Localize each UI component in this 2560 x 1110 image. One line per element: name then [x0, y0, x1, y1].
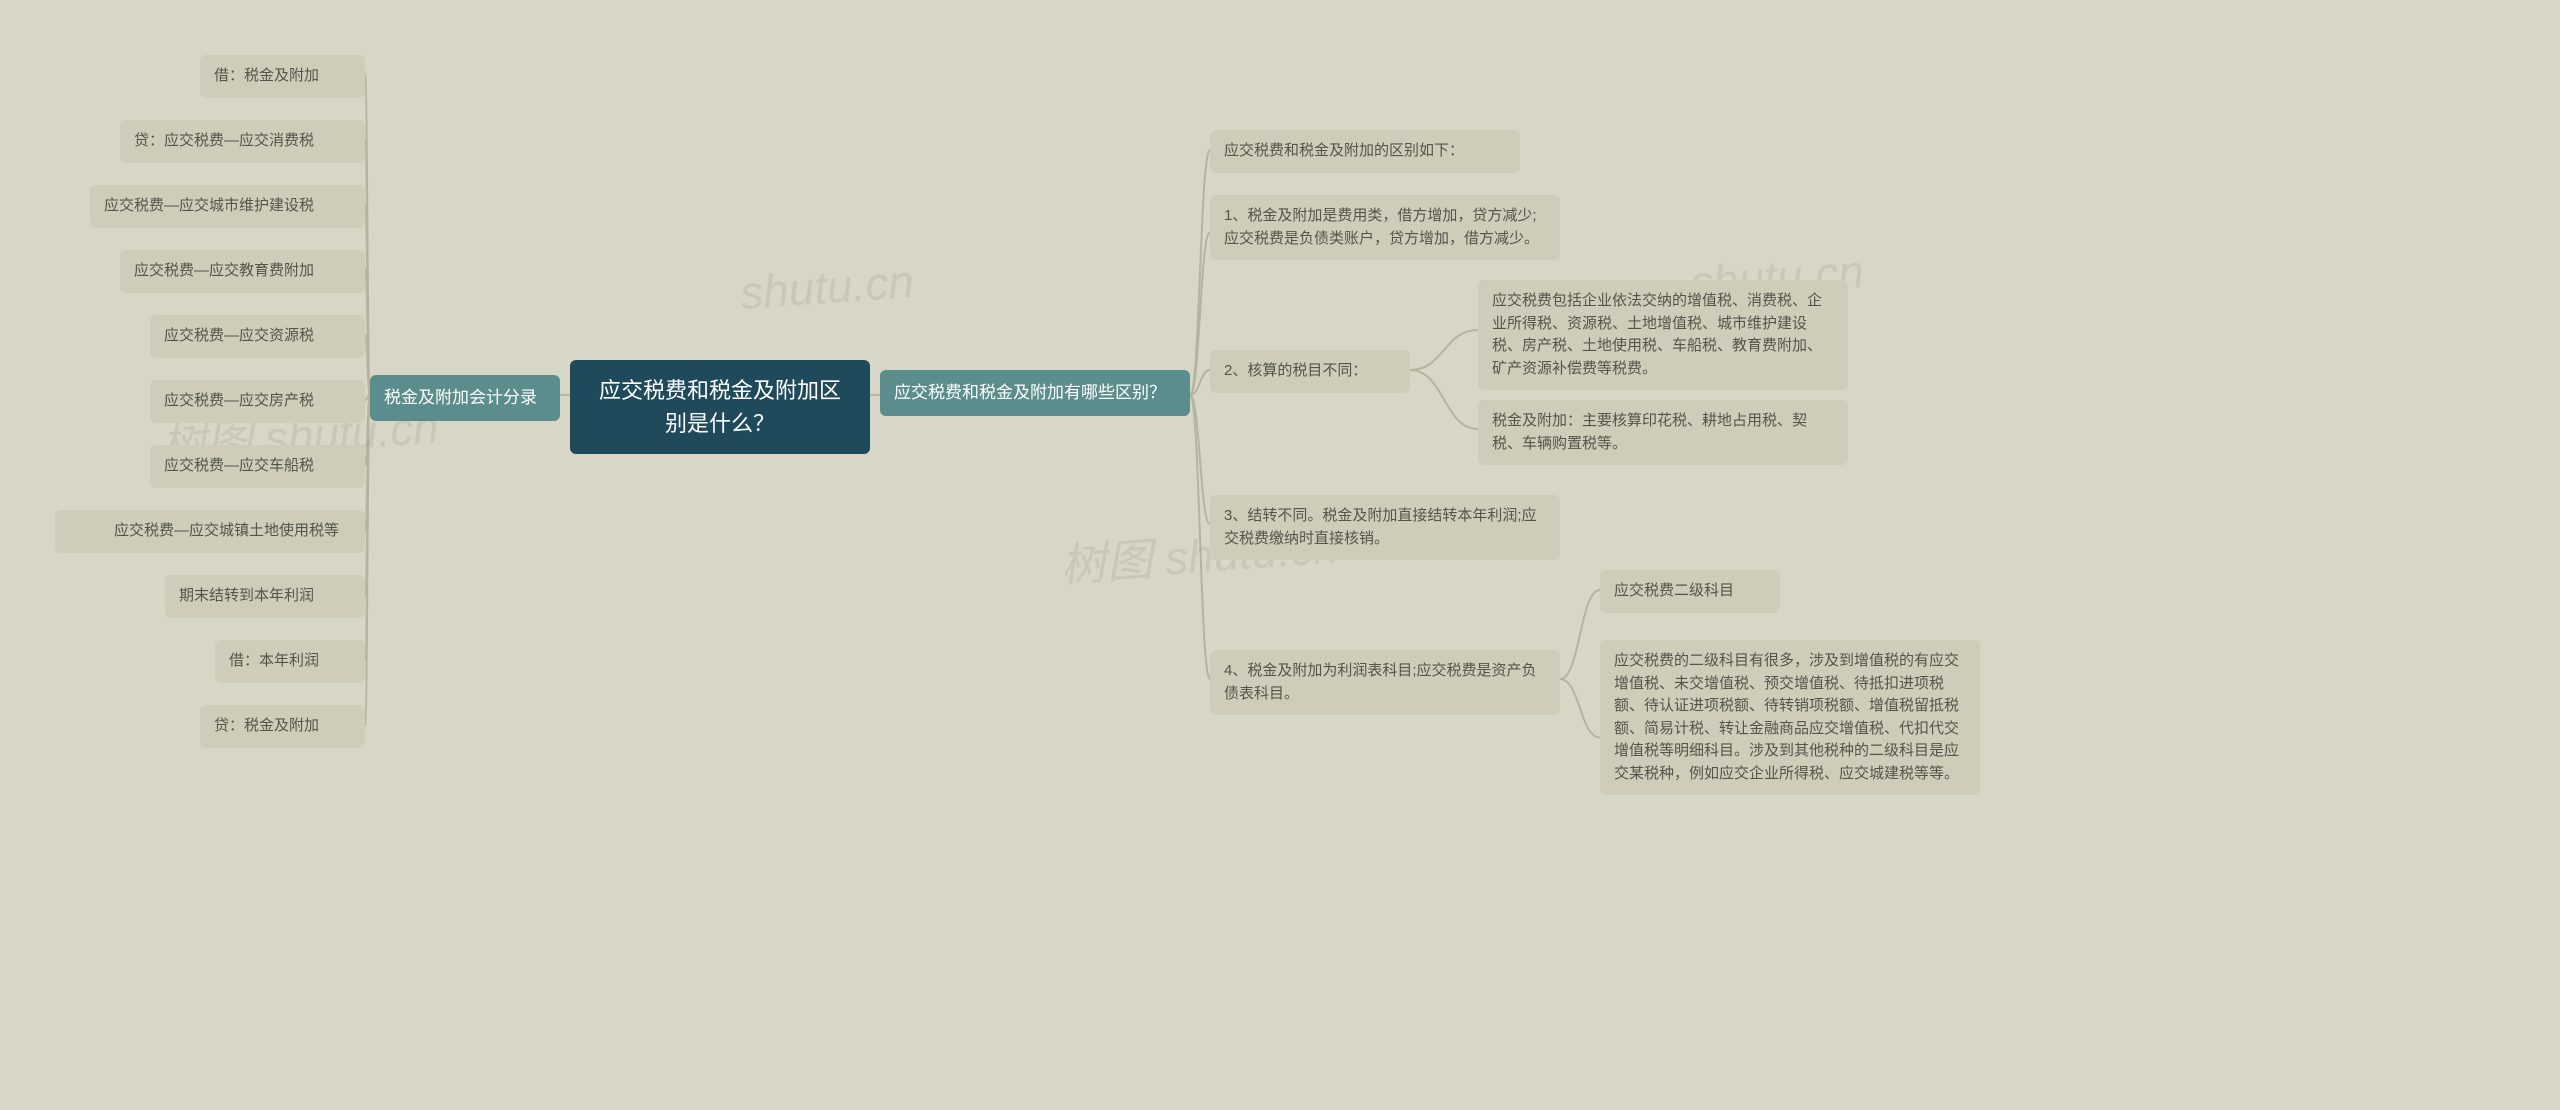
right-leaf: 应交税费二级科目 — [1600, 570, 1780, 613]
left-leaf: 应交税费—应交城市维护建设税 — [90, 185, 365, 228]
left-leaf: 借：本年利润 — [215, 640, 365, 683]
right-leaf: 3、结转不同。税金及附加直接结转本年利润;应交税费缴纳时直接核销。 — [1210, 495, 1560, 560]
left-leaf: 贷：应交税费—应交消费税 — [120, 120, 365, 163]
left-leaf: 应交税费—应交城镇土地使用税等 — [55, 510, 365, 553]
right-leaf: 应交税费包括企业依法交纳的增值税、消费税、企业所得税、资源税、土地增值税、城市维… — [1478, 280, 1848, 390]
right-leaf: 1、税金及附加是费用类，借方增加，贷方减少;应交税费是负债类账户，贷方增加，借方… — [1210, 195, 1560, 260]
left-leaf: 应交税费—应交房产税 — [150, 380, 365, 423]
left-leaf: 贷：税金及附加 — [200, 705, 365, 748]
left-leaf: 应交税费—应交车船税 — [150, 445, 365, 488]
watermark: shutu.cn — [738, 254, 915, 320]
left-leaf: 借：税金及附加 — [200, 55, 365, 98]
right-leaf: 应交税费的二级科目有很多，涉及到增值税的有应交增值税、未交增值税、预交增值税、待… — [1600, 640, 1980, 795]
left-leaf: 应交税费—应交资源税 — [150, 315, 365, 358]
left-leaf: 应交税费—应交教育费附加 — [120, 250, 365, 293]
right-leaf: 应交税费和税金及附加的区别如下： — [1210, 130, 1520, 173]
right-branch: 应交税费和税金及附加有哪些区别？ — [880, 370, 1190, 416]
right-leaf: 税金及附加：主要核算印花税、耕地占用税、契税、车辆购置税等。 — [1478, 400, 1848, 465]
left-branch: 税金及附加会计分录 — [370, 375, 560, 421]
left-leaf: 期末结转到本年利润 — [165, 575, 365, 618]
right-leaf: 4、税金及附加为利润表科目;应交税费是资产负债表科目。 — [1210, 650, 1560, 715]
mindmap-root: 应交税费和税金及附加区别是什么？ — [570, 360, 870, 454]
right-leaf: 2、核算的税目不同： — [1210, 350, 1410, 393]
